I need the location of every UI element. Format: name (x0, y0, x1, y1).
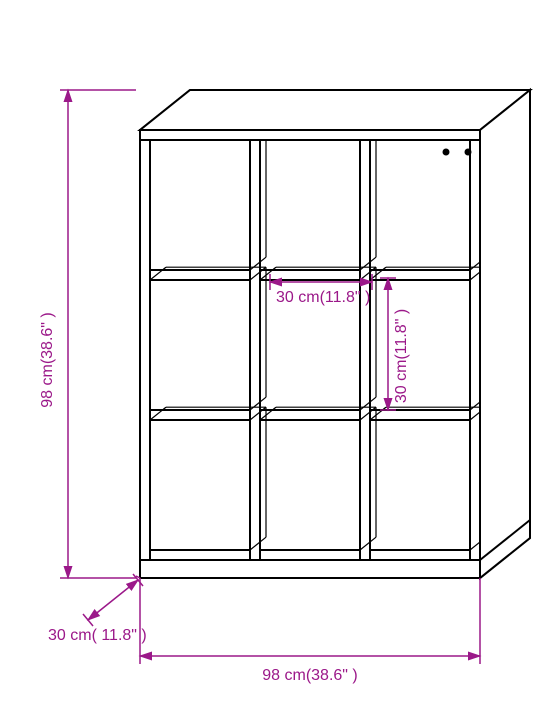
cube-width-label: 30 cm(11.8" ) (276, 289, 370, 306)
diagram-container: 98 cm(38.6" ) 98 cm(38.6" ) 30 cm( 11.8"… (0, 0, 540, 720)
bookshelf-isometric (140, 90, 530, 578)
width-label: 98 cm(38.6" ) (262, 667, 358, 684)
cube-height-label: 30 cm(11.8" ) (393, 309, 410, 403)
dimension-drawing: 98 cm(38.6" ) 98 cm(38.6" ) 30 cm( 11.8"… (0, 0, 540, 720)
depth-label: 30 cm( 11.8" ) (48, 627, 147, 644)
height-label: 98 cm(38.6" ) (39, 312, 56, 408)
